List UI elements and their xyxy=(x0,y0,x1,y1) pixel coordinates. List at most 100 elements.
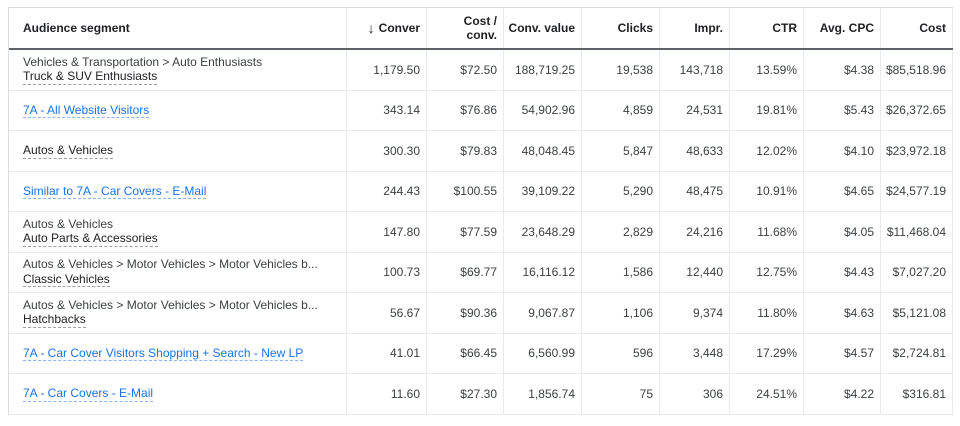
table-row: 7A - All Website Visitors 343.14 $76.86 54,… xyxy=(9,90,953,131)
table-row: Similar to 7A - Car Covers - E-Mail 244.4… xyxy=(9,171,953,212)
avg-cpc-cell: $4.65 xyxy=(804,171,881,211)
conversions-cell: 41.01 xyxy=(347,333,427,373)
impr-cell: 3,448 xyxy=(660,333,730,373)
table-row: Vehicles & Transportation > Auto Enthusi… xyxy=(9,50,953,91)
segment-name[interactable]: Truck & SUV Enthusiasts xyxy=(23,69,158,85)
conversions-cell: 56.67 xyxy=(347,293,427,333)
cost-per-conv-cell: $69.77 xyxy=(427,252,504,292)
cost-per-conv-cell: $72.50 xyxy=(427,50,504,90)
audience-segment-cell: 7A - All Website Visitors xyxy=(9,90,347,130)
table-row: 7A - Car Covers - E-Mail 11.60 $27.30 1,856… xyxy=(9,374,953,415)
audience-segment-cell: Autos & Vehicles Auto Parts & Accessories xyxy=(9,212,347,252)
ctr-cell: 10.91% xyxy=(730,171,804,211)
header-cost-per-conv[interactable]: Cost / conv. xyxy=(427,8,504,48)
clicks-cell: 5,290 xyxy=(582,171,660,211)
conversions-cell: 11.60 xyxy=(347,374,427,414)
avg-cpc-cell: $4.22 xyxy=(804,374,881,414)
conversions-cell: 343.14 xyxy=(347,90,427,130)
cost-cell: $24,577.19 xyxy=(881,171,953,211)
impr-cell: 12,440 xyxy=(660,252,730,292)
header-audience-segment[interactable]: Audience segment xyxy=(9,8,347,48)
cost-per-conv-cell: $66.45 xyxy=(427,333,504,373)
avg-cpc-cell: $4.63 xyxy=(804,293,881,333)
cost-cell: $5,121.08 xyxy=(881,293,953,333)
audience-table: Audience segment ↓ Conver Cost / conv. C… xyxy=(8,7,953,415)
header-avg-cpc[interactable]: Avg. CPC xyxy=(804,8,881,48)
segment-link[interactable]: Similar to 7A - Car Covers - E-Mail xyxy=(23,183,207,199)
impr-cell: 24,216 xyxy=(660,212,730,252)
cost-per-conv-cell: $79.83 xyxy=(427,131,504,171)
conv-value-cell: 1,856.74 xyxy=(504,374,582,414)
segment-name[interactable]: Autos & Vehicles xyxy=(23,143,114,159)
conv-value-cell: 6,560.99 xyxy=(504,333,582,373)
cost-per-conv-cell: $77.59 xyxy=(427,212,504,252)
header-impr[interactable]: Impr. xyxy=(660,8,730,48)
ctr-cell: 12.02% xyxy=(730,131,804,171)
clicks-cell: 2,829 xyxy=(582,212,660,252)
avg-cpc-cell: $4.10 xyxy=(804,131,881,171)
header-conversions[interactable]: ↓ Conver xyxy=(347,8,427,48)
segment-link[interactable]: 7A - Car Cover Visitors Shopping + Searc… xyxy=(23,345,304,361)
conv-value-cell: 48,048.45 xyxy=(504,131,582,171)
conv-value-cell: 16,116.12 xyxy=(504,252,582,292)
segment-name[interactable]: Hatchbacks xyxy=(23,312,86,328)
cost-cell: $2,724.81 xyxy=(881,333,953,373)
cost-per-conv-cell: $76.86 xyxy=(427,90,504,130)
segment-link[interactable]: 7A - Car Covers - E-Mail xyxy=(23,386,154,402)
ctr-cell: 11.80% xyxy=(730,293,804,333)
cost-per-conv-cell: $100.55 xyxy=(427,171,504,211)
conversions-cell: 147.80 xyxy=(347,212,427,252)
header-cost[interactable]: Cost xyxy=(881,8,953,48)
conv-value-cell: 23,648.29 xyxy=(504,212,582,252)
segment-name[interactable]: Classic Vehicles xyxy=(23,271,110,288)
audience-segment-cell: 7A - Car Covers - E-Mail xyxy=(9,374,347,414)
impr-cell: 48,475 xyxy=(660,171,730,211)
clicks-cell: 19,538 xyxy=(582,50,660,90)
header-cost-per-conv-line1: Cost / xyxy=(463,14,497,28)
cost-per-conv-cell: $27.30 xyxy=(427,374,504,414)
impr-cell: 143,718 xyxy=(660,50,730,90)
ctr-cell: 19.81% xyxy=(730,90,804,130)
cost-per-conv-cell: $90.36 xyxy=(427,293,504,333)
segment-name[interactable]: Auto Parts & Accessories xyxy=(23,231,158,247)
cost-cell: $26,372.65 xyxy=(881,90,953,130)
avg-cpc-cell: $4.05 xyxy=(804,212,881,252)
table-row: Autos & Vehicles > Motor Vehicles > Moto… xyxy=(9,293,953,334)
conversions-cell: 100.73 xyxy=(347,252,427,292)
audience-segment-cell: 7A - Car Cover Visitors Shopping + Searc… xyxy=(9,333,347,373)
segment-link[interactable]: 7A - All Website Visitors xyxy=(23,102,150,118)
impr-cell: 306 xyxy=(660,374,730,414)
avg-cpc-cell: $4.57 xyxy=(804,333,881,373)
conversions-cell: 1,179.50 xyxy=(347,50,427,90)
header-clicks[interactable]: Clicks xyxy=(582,8,660,48)
conversions-cell: 244.43 xyxy=(347,171,427,211)
audience-segment-cell: Autos & Vehicles > Motor Vehicles > Moto… xyxy=(9,252,347,292)
cost-cell: $11,468.04 xyxy=(881,212,953,252)
impr-cell: 48,633 xyxy=(660,131,730,171)
ctr-cell: 24.51% xyxy=(730,374,804,414)
clicks-cell: 75 xyxy=(582,374,660,414)
segment-category: Autos & Vehicles xyxy=(23,216,114,231)
conversions-cell: 300.30 xyxy=(347,131,427,171)
audience-segment-cell: Vehicles & Transportation > Auto Enthusi… xyxy=(9,50,347,90)
ctr-cell: 12.75% xyxy=(730,252,804,292)
conv-value-cell: 9,067.87 xyxy=(504,293,582,333)
table-body: Vehicles & Transportation > Auto Enthusi… xyxy=(9,50,953,415)
impr-cell: 9,374 xyxy=(660,293,730,333)
table-row: Autos & Vehicles 300.30 $79.83 48,048.45 5,8… xyxy=(9,131,953,172)
avg-cpc-cell: $4.43 xyxy=(804,252,881,292)
cost-cell: $316.81 xyxy=(881,374,953,414)
table-header: Audience segment ↓ Conver Cost / conv. C… xyxy=(9,8,953,50)
header-conv-value[interactable]: Conv. value xyxy=(504,8,582,48)
cost-cell: $7,027.20 xyxy=(881,252,953,292)
audience-segment-cell: Autos & Vehicles > Motor Vehicles > Moto… xyxy=(9,293,347,333)
avg-cpc-cell: $4.38 xyxy=(804,50,881,90)
cost-cell: $85,518.96 xyxy=(881,50,953,90)
header-ctr[interactable]: CTR xyxy=(730,8,804,48)
ctr-cell: 13.59% xyxy=(730,50,804,90)
conv-value-cell: 39,109.22 xyxy=(504,171,582,211)
segment-category: Autos & Vehicles > Motor Vehicles > Moto… xyxy=(23,297,318,312)
table-row: 7A - Car Cover Visitors Shopping + Searc… xyxy=(9,333,953,374)
cost-cell: $23,972.18 xyxy=(881,131,953,171)
avg-cpc-cell: $5.43 xyxy=(804,90,881,130)
